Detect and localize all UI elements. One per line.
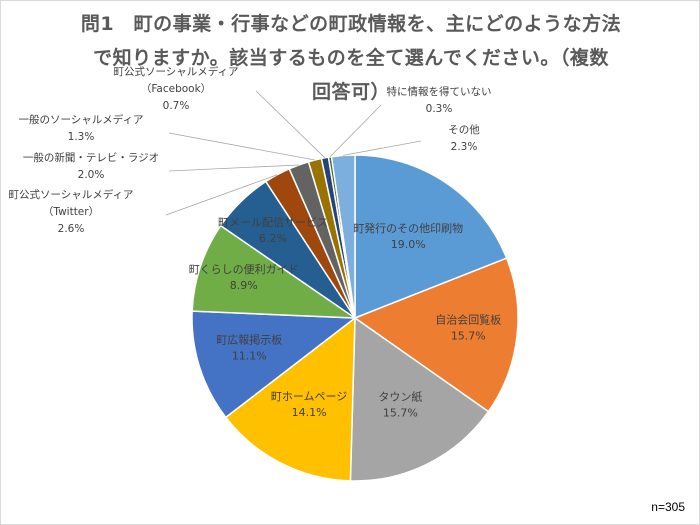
chart-title-line-3: 回答可） (311, 81, 390, 103)
slice-percent-11: 0.7% (163, 100, 190, 112)
slice-percent-9: 2.0% (78, 169, 105, 181)
slice-percent-10: 1.3% (68, 131, 95, 143)
slice-percent-5: 11.1% (232, 350, 267, 363)
chart-title: 問1 町の事業・行事などの町政情報を、主にどのような方法 で知りますか。該当する… (71, 7, 631, 109)
pie-label-10: 一般のソーシャルメディア 1.3% (18, 113, 143, 143)
pie-label-11: 町公式ソーシャルメディア （Facebook） 0.7% (113, 65, 238, 112)
leader-line-12 (329, 104, 382, 158)
leader-line-11 (255, 90, 326, 159)
leader-line-13 (343, 140, 422, 156)
pie-slice-5 (191, 310, 358, 419)
pie-label-8: 町公式ソーシャルメディア （Twitter） 2.6% (8, 188, 133, 235)
slice-name-8-line-1: 町公式ソーシャルメディア (8, 188, 133, 201)
slice-percent-2: 15.7% (451, 329, 486, 342)
slice-name-7-line-1: 町メール配信サービス (218, 216, 328, 229)
pie-label-3: タウン紙 15.7% (378, 389, 422, 419)
slice-name-12-line-1: 特に情報を得ていない (387, 85, 492, 98)
pie-label-2: 自治会回覧板 15.7% (435, 312, 501, 342)
pie-label-7: 町メール配信サービス 6.2% (218, 216, 328, 245)
pie-label-1: 町発行のその他印刷物 19.0% (353, 221, 463, 251)
slice-name-11-line-1: 町公式ソーシャルメディア (113, 65, 238, 78)
leader-line-9 (168, 164, 299, 172)
sample-size-note: n=305 (651, 500, 685, 514)
slice-percent-4: 14.1% (292, 406, 327, 419)
pie-label-9: 一般の新聞・テレビ・ラジオ 2.0% (23, 151, 159, 181)
leader-line-8 (165, 174, 278, 216)
slice-name-5-line-1: 町広報掲示板 (216, 333, 282, 347)
slice-name-2-line-1: 自治会回覧板 (435, 312, 501, 326)
slice-name-8-line-2: （Twitter） (43, 206, 99, 218)
pie-slice-6 (191, 224, 358, 319)
pie-label-12: 特に情報を得ていない 0.3% (387, 85, 492, 115)
slice-name-4-line-1: 町ホームページ (271, 390, 347, 403)
slice-percent-3: 15.7% (383, 406, 418, 419)
slice-percent-7: 6.2% (259, 232, 287, 245)
pie-label-4: 町ホームページ 14.1% (271, 390, 347, 419)
chart-title-line-1: 問1 町の事業・行事などの町政情報を、主にどのような方法 (80, 13, 622, 35)
slice-name-1-line-1: 町発行のその他印刷物 (353, 221, 463, 235)
slice-name-6-line-1: 町くらしの便利ガイド (189, 263, 299, 276)
slice-percent-8: 2.6% (58, 223, 85, 235)
pie-label-6: 町くらしの便利ガイド 8.9% (189, 263, 299, 292)
slice-name-11-line-2: （Facebook） (141, 83, 211, 95)
pie-label-5: 町広報掲示板 11.1% (216, 333, 282, 363)
slice-name-13-line-1: その他 (448, 123, 480, 136)
slice-name-9-line-1: 一般の新聞・テレビ・ラジオ (23, 151, 159, 164)
slice-name-10-line-1: 一般のソーシャルメディア (18, 113, 143, 126)
pie-slice-3 (349, 316, 490, 482)
slice-percent-1: 19.0% (391, 238, 426, 251)
slice-percent-6: 8.9% (230, 279, 258, 292)
pie-label-13: その他 2.3% (448, 123, 480, 153)
leader-line-10 (168, 132, 315, 161)
pie-slice-1 (354, 154, 508, 320)
slice-name-3-line-1: タウン紙 (378, 389, 422, 403)
slice-percent-12: 0.3% (426, 103, 453, 115)
pie-slice-2 (353, 257, 519, 413)
slice-percent-13: 2.3% (451, 141, 478, 153)
pie-slice-4 (224, 316, 356, 482)
chart-title-line-2: で知りますか。該当するものを全て選んでください。（複数 (93, 47, 609, 69)
